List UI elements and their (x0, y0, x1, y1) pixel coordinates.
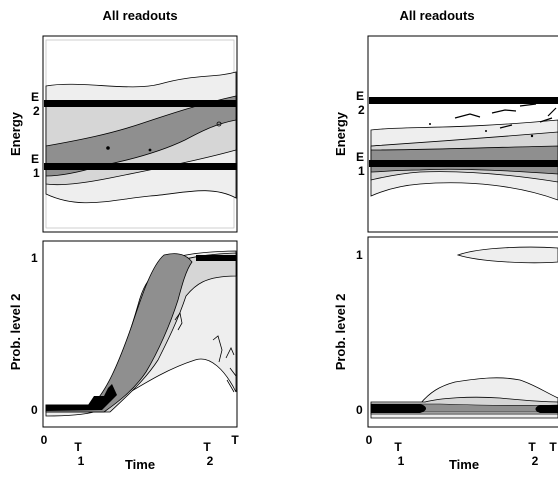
right-prob-panel: Prob. level 2 0 1 0 T 1 T 2 T Time (333, 236, 558, 472)
left-prob-dark-band (45, 253, 193, 413)
right-prob-top-blob (456, 246, 558, 264)
right-xtick-t2-main: T (528, 440, 536, 454)
right-xlabel: Time (449, 457, 479, 472)
right-energy-ylabel: Energy (333, 111, 348, 156)
left-level-e2-line (44, 100, 237, 107)
left-xtick-t-end: T (231, 433, 239, 447)
right-energy-tick-e2-sub: 2 (358, 103, 365, 117)
right-figure: All readouts Energy E 2 E 1 (333, 8, 558, 472)
left-energy-panel: Energy E 2 E 1 (8, 35, 238, 233)
left-xlabel: Time (125, 457, 155, 472)
right-energy-tick-e1-sub: 1 (358, 164, 365, 178)
right-xtick-0: 0 (366, 433, 373, 447)
left-xtick-0: 0 (41, 433, 48, 447)
right-energy-panel: Energy E 2 E 1 (333, 35, 558, 233)
right-xtick-t2-sub: 2 (532, 454, 539, 468)
right-title: All readouts (399, 8, 474, 23)
right-level-e2-line (369, 97, 558, 104)
left-prob-panel: Prob. level 2 0 1 0 T 1 T 2 T Time (8, 240, 239, 472)
left-energy-tick-e2-sub: 2 (33, 104, 40, 118)
right-xtick-t-end: T (549, 440, 557, 454)
left-xtick-t2-sub: 2 (207, 454, 214, 468)
left-energy-tick-e2-main: E (31, 90, 39, 104)
left-energy-tick-e1-sub: 1 (33, 166, 40, 180)
right-level-e1-line (369, 160, 558, 167)
left-prob-ylabel: Prob. level 2 (8, 294, 23, 371)
left-title: All readouts (102, 8, 177, 23)
right-prob-ytick-1: 1 (356, 248, 363, 262)
right-energy-tick-e2-main: E (356, 89, 364, 103)
left-prob-ytick-0: 0 (31, 403, 38, 417)
left-xtick-t2-main: T (203, 440, 211, 454)
left-energy-tick-e1-main: E (31, 152, 39, 166)
left-xtick-t1-sub: 1 (78, 454, 85, 468)
left-energy-ylabel: Energy (8, 111, 23, 156)
left-xtick-t1-main: T (74, 440, 82, 454)
right-xtick-t1-main: T (394, 440, 402, 454)
left-level-e1-line (44, 163, 237, 170)
right-prob-ylabel: Prob. level 2 (333, 294, 348, 371)
left-figure: All readouts Energy E 2 E (8, 8, 239, 472)
left-prob-ytick-1: 1 (31, 251, 38, 265)
right-energy-tick-e1-main: E (356, 150, 364, 164)
right-xtick-t1-sub: 1 (398, 454, 405, 468)
right-prob-ytick-0: 0 (356, 403, 363, 417)
